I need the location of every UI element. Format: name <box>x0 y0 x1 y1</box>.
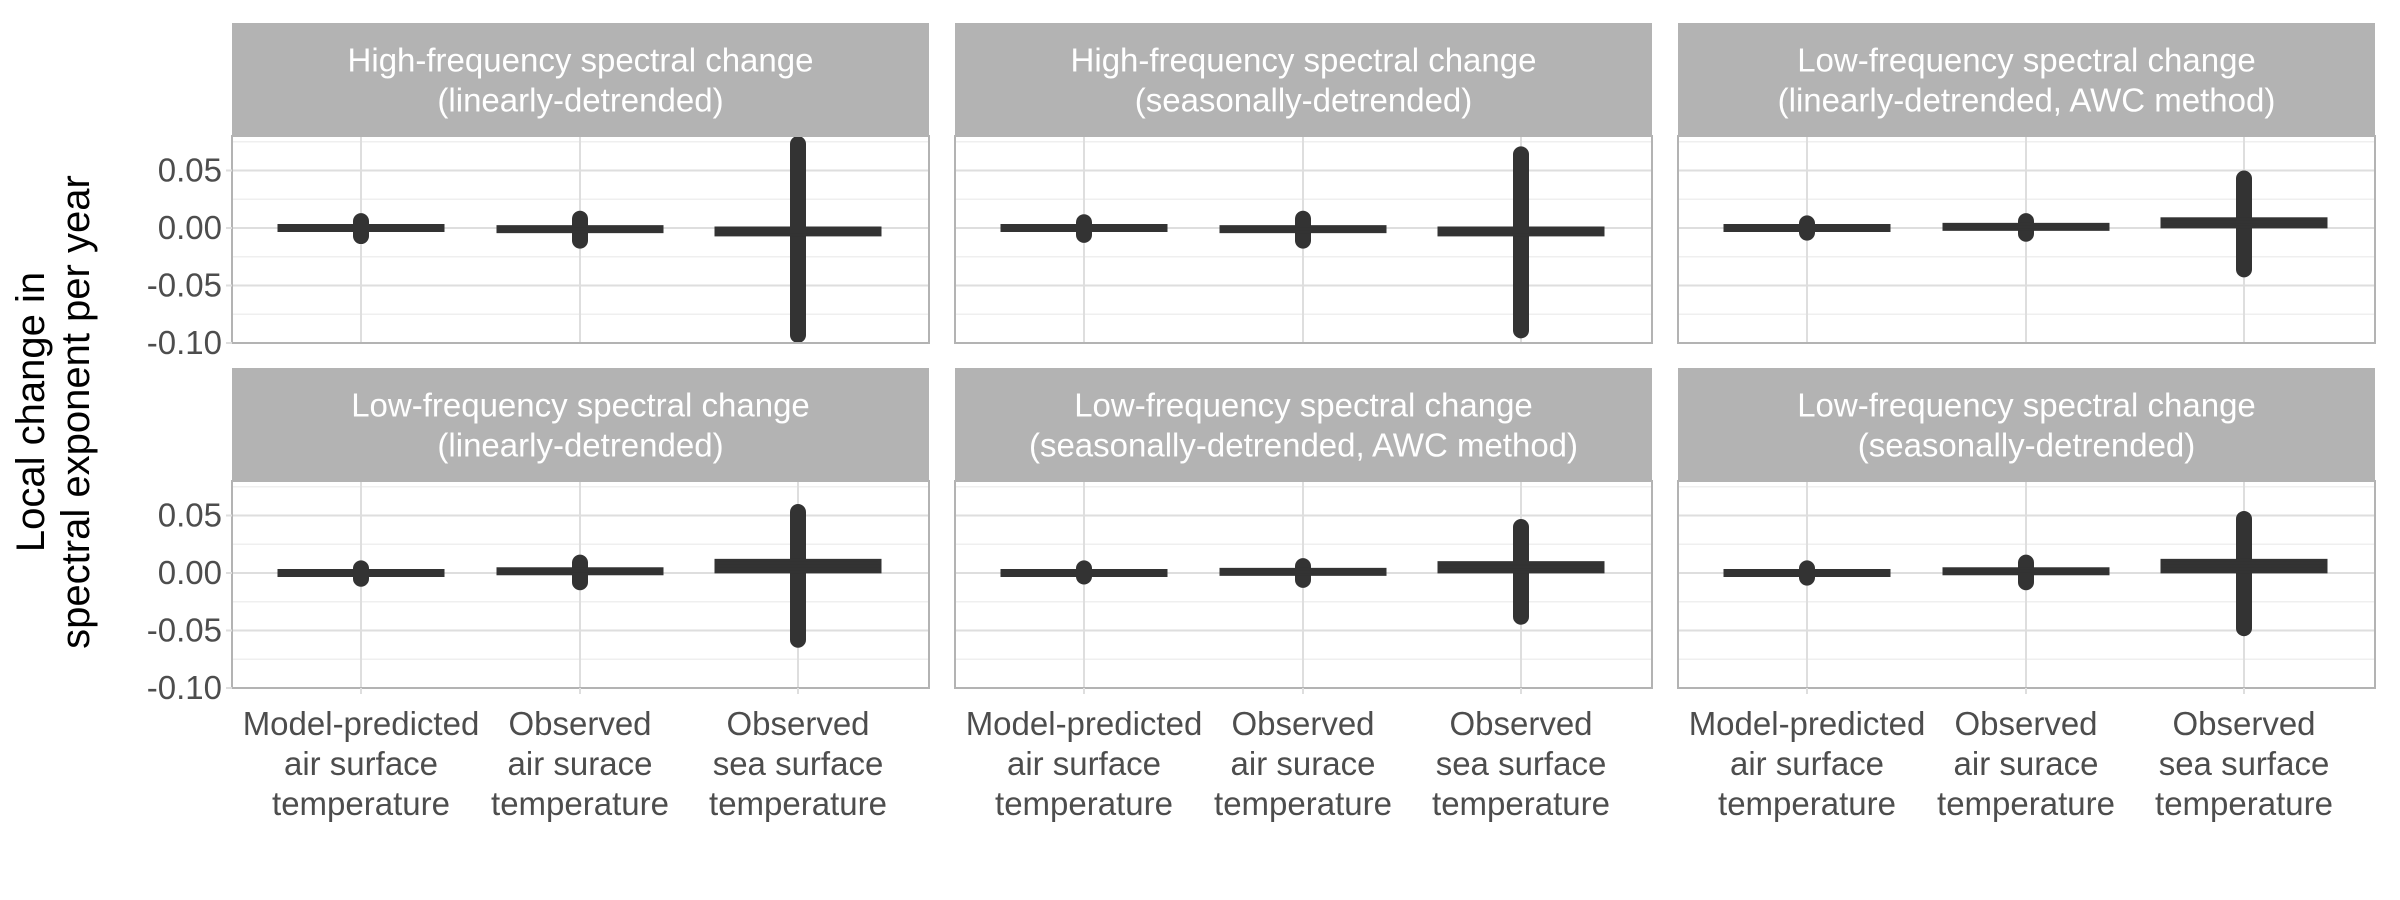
boxplot <box>714 136 882 343</box>
boxplot <box>1219 558 1387 588</box>
boxplot <box>1942 554 2110 591</box>
facet-title-line: (seasonally-detrended, AWC method) <box>1029 427 1578 464</box>
y-tick-label: -0.05 <box>147 267 222 304</box>
x-tick-label: temperature <box>1718 785 1896 822</box>
facet-title-line: High-frequency spectral change <box>1071 42 1537 79</box>
x-tick-label: temperature <box>1214 785 1392 822</box>
y-axis-title-line: spectral exponent per year <box>54 175 98 649</box>
y-tick-label: -0.05 <box>147 612 222 649</box>
boxplot <box>496 210 664 249</box>
facet-panel: Low-frequency spectral change(linearly-d… <box>1677 23 2376 344</box>
x-tick-label: air surface <box>1730 745 1884 782</box>
x-tick-label: temperature <box>1937 785 2115 822</box>
facet-panel: Low-frequency spectral change(linearly-d… <box>147 368 930 822</box>
facet-title-line: Low-frequency spectral change <box>1074 387 1533 424</box>
x-tick-label: air surace <box>1954 745 2099 782</box>
boxplot <box>2160 510 2328 637</box>
x-tick-label: Observed <box>2172 705 2315 742</box>
facet-title-line: (linearly-detrended) <box>437 427 723 464</box>
x-tick-label: Observed <box>726 705 869 742</box>
boxplot <box>714 504 882 648</box>
x-tick-label: Observed <box>1231 705 1374 742</box>
x-tick-label: sea surface <box>1436 745 1607 782</box>
panel-border <box>1677 135 2376 344</box>
x-tick-label: temperature <box>272 785 450 822</box>
facet-panel: High-frequency spectral change(seasonall… <box>954 23 1653 344</box>
facet-title-line: High-frequency spectral change <box>348 42 814 79</box>
y-axis-title-line: Local change in <box>9 272 53 552</box>
x-tick-label: sea surface <box>713 745 884 782</box>
facet-title-line: (linearly-detrended, AWC method) <box>1778 82 2276 119</box>
x-tick-label: temperature <box>1432 785 1610 822</box>
facet-strip <box>232 368 929 481</box>
facet-title-line: (linearly-detrended) <box>437 82 723 119</box>
x-tick-label: Observed <box>508 705 651 742</box>
facet-panel: High-frequency spectral change(linearly-… <box>147 23 930 361</box>
facet-title-line: Low-frequency spectral change <box>1797 387 2256 424</box>
facet-strip <box>1678 23 2375 136</box>
y-tick-label: 0.00 <box>158 554 222 591</box>
boxplot <box>1723 215 1891 241</box>
x-tick-label: air surace <box>1231 745 1376 782</box>
y-tick-label: -0.10 <box>147 669 222 706</box>
facet-title-line: Low-frequency spectral change <box>351 387 810 424</box>
facet-strip <box>955 23 1652 136</box>
x-tick-label: temperature <box>709 785 887 822</box>
boxplot <box>277 560 445 587</box>
facet-strip <box>232 23 929 136</box>
x-tick-label: air surface <box>1007 745 1161 782</box>
boxplot <box>1942 213 2110 242</box>
boxplot <box>277 213 445 245</box>
boxplot <box>1000 214 1168 243</box>
facet-strip <box>1678 368 2375 481</box>
x-tick-label: Model-predicted <box>966 705 1203 742</box>
y-tick-label: 0.05 <box>158 152 222 189</box>
facet-strip <box>955 368 1652 481</box>
facet-title-line: (seasonally-detrended) <box>1858 427 2196 464</box>
facet-panel: Low-frequency spectral change(seasonally… <box>954 368 1653 822</box>
y-tick-label: 0.05 <box>158 497 222 534</box>
x-tick-label: Model-predicted <box>1689 705 1926 742</box>
y-tick-label: 0.00 <box>158 209 222 246</box>
facet-title-line: Low-frequency spectral change <box>1797 42 2256 79</box>
boxplot <box>1437 146 1605 339</box>
panel-border <box>231 135 930 344</box>
boxplot <box>496 554 664 591</box>
x-tick-label: Model-predicted <box>243 705 480 742</box>
x-tick-label: Observed <box>1954 705 2097 742</box>
x-tick-label: air surface <box>284 745 438 782</box>
x-tick-label: sea surface <box>2159 745 2330 782</box>
x-tick-label: temperature <box>995 785 1173 822</box>
x-tick-label: Observed <box>1449 705 1592 742</box>
x-tick-label: temperature <box>2155 785 2333 822</box>
x-tick-label: air surace <box>508 745 653 782</box>
boxplot <box>1437 519 1605 625</box>
boxplot <box>2160 170 2328 278</box>
boxplot <box>1219 210 1387 249</box>
facet-title-line: (seasonally-detrended) <box>1135 82 1473 119</box>
x-tick-label: temperature <box>491 785 669 822</box>
panel-border <box>954 135 1653 344</box>
panels-layer: High-frequency spectral change(linearly-… <box>147 23 2376 822</box>
y-axis-title: Local change in spectral exponent per yea… <box>9 175 98 649</box>
y-tick-label: -0.10 <box>147 324 222 361</box>
boxplot <box>1000 560 1168 585</box>
boxplot <box>1723 560 1891 586</box>
facet-panel: Low-frequency spectral change(seasonally… <box>1677 368 2376 822</box>
